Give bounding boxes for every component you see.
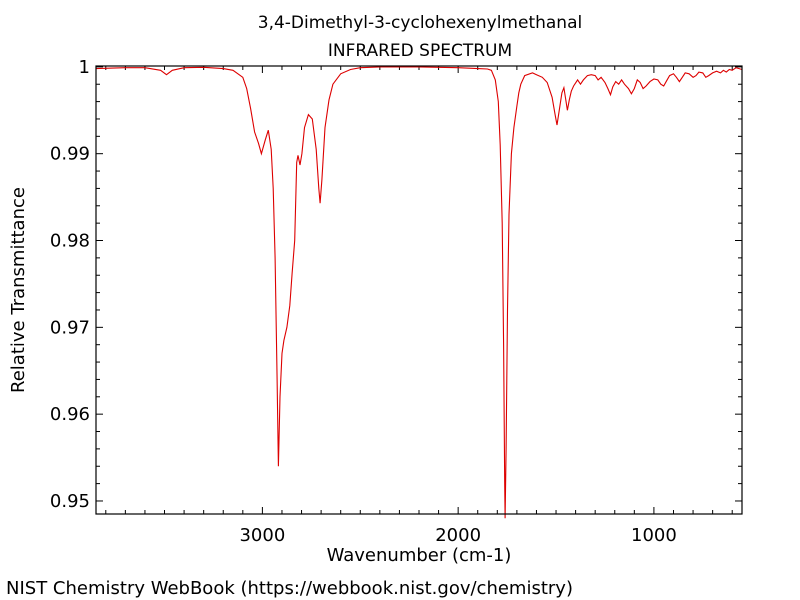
source-attribution: NIST Chemistry WebBook (https://webbook.… xyxy=(6,578,573,599)
plot-area-frame xyxy=(95,65,743,515)
y-tick-label: 0.99 xyxy=(50,144,90,165)
x-tick-label: 3000 xyxy=(239,525,285,546)
x-tick-label: 1000 xyxy=(631,525,677,546)
axis-ticks xyxy=(96,66,742,514)
y-axis-label: Relative Transmittance xyxy=(8,187,29,393)
y-tick-label: 0.95 xyxy=(50,491,90,512)
y-tick-label: 0.98 xyxy=(50,231,90,252)
x-axis-label: Wavenumber (cm-1) xyxy=(327,545,512,566)
axis-tick-labels: 3000 2000 1000 1 0.99 0.98 0.97 0.96 0.95 xyxy=(50,57,677,546)
chart-title: 3,4-Dimethyl-3-cyclohexenylmethanal xyxy=(258,13,582,33)
x-tick-label: 2000 xyxy=(435,525,481,546)
y-tick-label: 0.96 xyxy=(50,404,90,425)
spectrum-series-line xyxy=(95,66,743,519)
chart-subtitle: INFRARED SPECTRUM xyxy=(328,41,512,61)
y-tick-label: 0.97 xyxy=(50,317,90,338)
y-tick-label: 1 xyxy=(79,57,90,78)
